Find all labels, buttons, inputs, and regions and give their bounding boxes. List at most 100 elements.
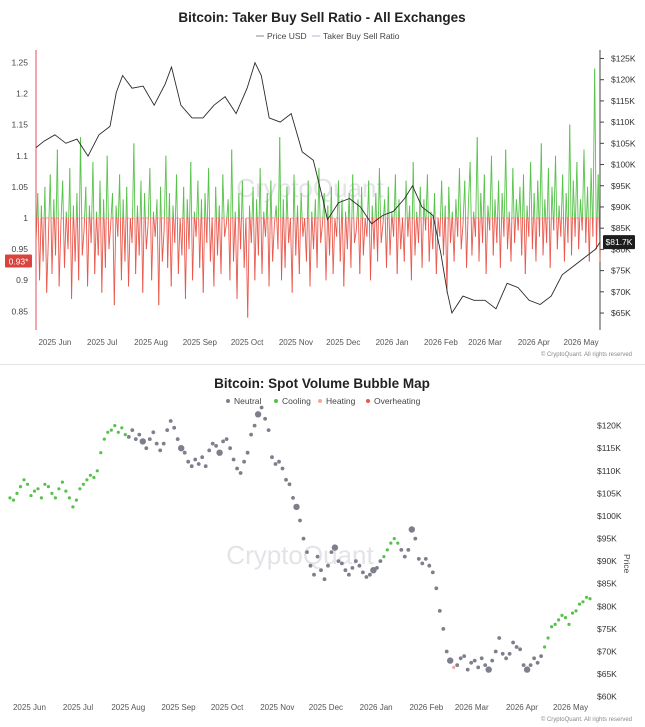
x-tick-label: 2026 Apr [518,338,550,347]
bubble-point [361,570,365,575]
bubble-point [210,441,215,446]
x-tick-label: 2025 Jun [13,703,46,712]
ratio-segment [80,137,83,219]
ratio-segment [71,217,74,299]
ratio-segment [410,217,413,281]
ratio-segment [167,217,170,268]
footer-credit: © CryptoQuant. All rights reserved [541,716,632,723]
ratio-segment [466,217,469,268]
bubble-point [301,536,306,541]
ratio-segment [39,217,42,281]
ratio-segment [161,230,165,262]
ratio-segment [373,217,376,250]
bubble-point [430,570,435,575]
ratio-segment [222,174,225,219]
ratio-segment [181,217,184,256]
ratio-segment [35,217,38,243]
bubble-point [120,426,124,430]
bubble-point [340,561,344,566]
ratio-segment [245,217,249,318]
bubble-point [514,645,519,649]
bubble-point [189,464,194,469]
ratio-segment [44,217,48,293]
ratio-segment [400,217,403,250]
bubble-point [437,609,442,613]
ratio-segment [582,149,585,219]
ratio-segment [549,217,552,268]
ratio-segment [223,217,226,237]
bubble-point [78,487,82,491]
bubble-point [25,482,30,486]
ratio-segment [448,186,451,219]
ratio-segment [220,217,223,275]
bubble-point [178,445,185,452]
x-tick-label: 2025 Dec [309,703,343,712]
ratio-segment [37,217,41,281]
bubble-point [399,548,404,552]
ratio-segment [535,217,538,262]
ratio-segment [81,230,85,256]
ratio-segment [594,68,597,219]
bubble-point [389,541,393,545]
ratio-segment [252,186,255,219]
ratio-segment [439,217,441,237]
bubble-point [483,663,488,667]
ratio-segment [160,186,162,219]
ratio-segment [117,217,119,237]
ratio-segment [464,180,466,219]
bubble-point [39,496,44,500]
ratio-segment [295,217,298,256]
ratio-segment [57,217,60,287]
legend-ratio-label: Taker Buy Sell Ratio [323,31,400,41]
bubble-point [368,572,372,577]
bubble-point [444,649,449,654]
ratio-segment [53,199,55,219]
bubble-point [214,444,219,448]
bubble-point [378,559,383,563]
bubble-point [228,446,233,451]
ratio-segment [55,217,57,256]
ratio-segment [329,217,331,256]
x-tick-label: 2026 Mar [455,703,489,712]
ratio-segment [236,217,239,299]
bubble-point [535,660,540,665]
bubble-map-chart: Bitcoin: Spot Volume Bubble Map Neutral Co… [8,376,632,723]
bubble-point [252,423,257,428]
bubble-point [67,496,71,500]
bubble-point [408,526,415,533]
ratio-segment [426,174,429,219]
y-right-tick-label: $85K [611,223,631,233]
ratio-segment [380,224,384,243]
bubble-point [291,496,295,500]
bubble-point [452,665,456,669]
ratio-segment [186,199,189,219]
ratio-segment [494,199,497,219]
ratio-segment [49,174,52,219]
bubble-point [370,567,377,574]
ratio-segment [238,193,241,219]
legend-heating-label: Heating [326,396,356,406]
last-price-label: $81.7K [606,237,633,247]
bubble-point [521,663,526,667]
ratio-segment [215,186,217,219]
price-line [35,61,601,315]
ratio-segment [378,168,382,219]
bubble-point [427,563,432,568]
ratio-segment [284,217,287,268]
bubble-point [147,437,152,441]
bubble-point [336,559,341,563]
bubble-point [60,480,64,484]
y-left-tick-label: 0.95 [11,244,28,254]
bubble-point [532,656,536,661]
ratio-segment [435,217,439,275]
ratio-segment [458,168,461,219]
bubble-point [326,563,330,568]
bubble-point [158,448,163,453]
last-ratio-label: 0.93* [9,257,30,267]
ratio-segment [224,224,227,237]
legend-cooling-marker [274,399,278,403]
ratio-segment [51,217,54,275]
ratio-segment [275,205,278,219]
y-tick-label: $95K [597,534,617,544]
